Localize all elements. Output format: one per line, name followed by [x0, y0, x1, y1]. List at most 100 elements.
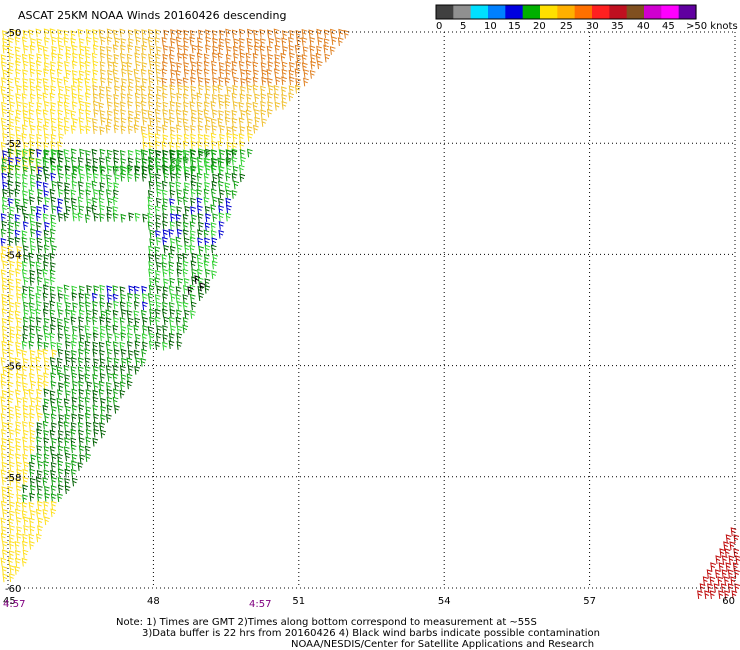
wind-barb	[49, 68, 56, 78]
wind-barb	[1, 308, 8, 318]
wind-barb	[63, 149, 70, 158]
wind-barb	[301, 29, 308, 38]
wind-barb	[92, 396, 99, 406]
wind-barb	[36, 69, 42, 79]
wind-barb	[106, 396, 113, 406]
wind-barb	[85, 453, 91, 462]
wind-barb	[50, 228, 56, 238]
wind-barb	[1, 245, 7, 255]
wind-barb	[211, 68, 218, 78]
wind-barb	[204, 124, 211, 134]
wind-barb	[205, 148, 211, 158]
wind-barb	[161, 254, 168, 263]
wind-barb	[8, 37, 14, 47]
wind-barb	[127, 157, 134, 167]
wind-barb	[30, 205, 37, 215]
wind-barb	[218, 221, 225, 230]
wind-barb	[280, 52, 287, 62]
wind-barb	[21, 205, 28, 215]
colorbar-segment	[470, 5, 489, 19]
wind-barb	[141, 348, 147, 358]
wind-barb	[170, 325, 176, 334]
wind-barb	[8, 213, 15, 222]
wind-barb	[161, 180, 168, 190]
wind-barb	[99, 349, 105, 359]
wind-barb	[267, 108, 273, 118]
wind-barb	[309, 45, 316, 55]
wind-barb	[141, 61, 148, 71]
wind-barb	[8, 301, 15, 311]
wind-barb	[30, 220, 36, 230]
wind-barb	[247, 118, 253, 127]
wind-barb	[254, 93, 260, 103]
wind-barb	[35, 292, 42, 302]
wind-barb	[710, 562, 716, 572]
wind-barb	[57, 468, 64, 478]
wind-barb	[127, 116, 134, 126]
wind-barb	[71, 372, 78, 382]
wind-barb	[261, 76, 268, 86]
wind-barb	[204, 157, 211, 167]
wind-barb	[161, 68, 168, 78]
wind-barb	[50, 508, 57, 518]
wind-barb	[225, 38, 231, 47]
wind-barb	[43, 100, 50, 110]
wind-barb	[92, 309, 99, 318]
wind-barb	[49, 28, 56, 38]
wind-barb	[71, 60, 78, 70]
wind-barb	[190, 165, 197, 174]
wind-barb	[112, 285, 119, 294]
wind-barb	[176, 134, 183, 143]
wind-barb	[730, 576, 737, 586]
wind-barb	[107, 69, 113, 79]
wind-barb	[37, 381, 44, 390]
wind-barb	[184, 172, 191, 182]
wind-barb	[218, 110, 225, 119]
wind-barb	[225, 54, 232, 63]
wind-barb	[155, 68, 162, 78]
wind-barb	[731, 590, 738, 600]
wind-barb	[735, 555, 740, 565]
wind-barb	[71, 165, 78, 174]
wind-barb	[22, 173, 28, 183]
wind-barb	[1, 421, 8, 431]
wind-barb	[197, 268, 203, 278]
wind-barb	[28, 286, 35, 295]
wind-barb	[245, 69, 252, 79]
wind-barb	[203, 68, 210, 78]
wind-barb	[21, 510, 28, 519]
wind-barb	[86, 285, 93, 294]
wind-barb	[196, 61, 203, 70]
wind-barb	[22, 166, 29, 176]
wind-barb	[8, 469, 15, 479]
wind-barb	[30, 245, 36, 254]
wind-barb	[190, 174, 197, 184]
wind-barb	[197, 205, 203, 214]
wind-barb	[57, 445, 64, 455]
wind-barb	[28, 53, 35, 63]
wind-barb	[1, 293, 8, 303]
wind-barb	[7, 68, 14, 78]
wind-barb	[189, 244, 196, 254]
wind-barb	[85, 150, 91, 159]
wind-barb	[170, 29, 176, 38]
wind-speed-colorbar	[435, 4, 697, 20]
wind-barb	[245, 60, 252, 70]
wind-barb	[175, 220, 182, 230]
wind-barb	[155, 164, 161, 174]
wind-barb	[105, 340, 112, 350]
wind-barb	[288, 76, 295, 86]
colorbar-segment	[592, 5, 610, 19]
wind-barb	[273, 85, 280, 94]
wind-barb	[42, 308, 49, 318]
wind-barb	[162, 334, 169, 343]
wind-barb	[718, 590, 724, 600]
wind-barb	[70, 366, 77, 375]
wind-barb	[274, 44, 281, 54]
wind-barb	[267, 101, 273, 110]
wind-barb	[64, 381, 70, 390]
wind-barb	[30, 38, 36, 47]
wind-barb	[162, 149, 168, 159]
wind-barb	[226, 141, 233, 151]
wind-barb	[106, 94, 112, 103]
